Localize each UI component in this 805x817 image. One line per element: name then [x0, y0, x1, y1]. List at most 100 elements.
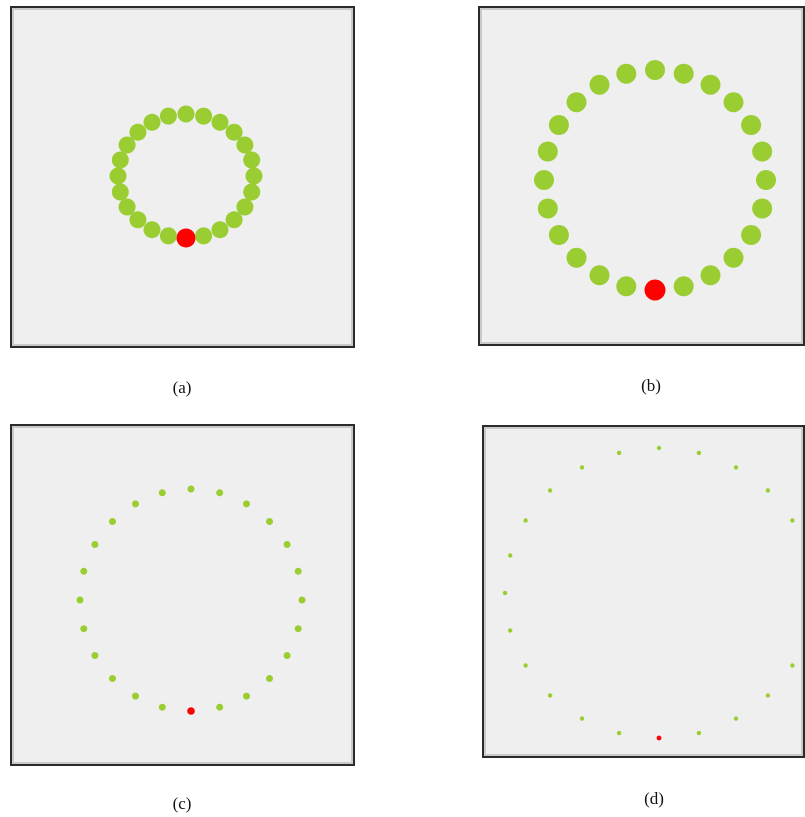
ring-dot — [616, 450, 622, 456]
panel-c-ring — [76, 485, 306, 715]
ring-dot — [187, 485, 195, 493]
ring-dot — [129, 211, 147, 229]
ring-dot — [177, 105, 195, 123]
ring-dot — [790, 663, 795, 668]
ring-dot — [696, 730, 702, 736]
ring-dot — [752, 141, 773, 162]
ring-dot — [548, 115, 569, 135]
panel-d-ring — [502, 445, 795, 741]
ring-dot — [109, 518, 116, 525]
ring-dot — [243, 151, 261, 169]
panel-a-caption: (a) — [172, 378, 192, 397]
ring-dot — [111, 183, 129, 201]
ring-dot — [547, 693, 553, 698]
ring-dot — [673, 276, 694, 297]
ring-dot — [752, 198, 773, 219]
ring-dot — [211, 221, 229, 239]
ring-dot — [756, 170, 776, 190]
panel-b-caption: (b) — [641, 376, 661, 395]
ring-dot — [118, 198, 136, 216]
ring-dot — [616, 276, 637, 297]
ring-dot — [700, 74, 721, 95]
highlighted-dot — [656, 735, 662, 741]
ring-dot — [91, 652, 99, 659]
ring-dot — [616, 730, 622, 736]
ring-dot — [294, 625, 302, 633]
panel-b-ring — [534, 60, 776, 301]
ring-dot — [723, 92, 744, 113]
ring-dot — [589, 74, 610, 95]
ring-dot — [132, 692, 139, 700]
panel-c-frame — [10, 424, 355, 766]
ring-dot — [76, 596, 84, 604]
ring-dot — [696, 450, 702, 456]
ring-dot — [547, 488, 553, 493]
ring-dot — [283, 541, 291, 548]
panel-d-frame — [482, 425, 805, 758]
ring-dot — [566, 247, 587, 268]
ring-dot — [211, 113, 229, 131]
ring-dot — [225, 123, 243, 141]
highlighted-dot — [187, 707, 195, 715]
ring-dot — [129, 123, 147, 141]
ring-dot — [236, 198, 254, 216]
ring-dot — [673, 63, 694, 84]
ring-dot — [80, 625, 88, 633]
ring-dot — [733, 465, 739, 470]
ring-dot — [225, 211, 243, 229]
ring-dot — [294, 567, 302, 575]
ring-dot — [523, 663, 528, 668]
ring-dot — [566, 92, 587, 113]
ring-dot — [143, 113, 161, 131]
ring-dot — [109, 167, 127, 185]
ring-dot — [80, 567, 88, 575]
ring-dot — [523, 518, 528, 523]
ring-dot — [723, 247, 744, 268]
ring-dot — [91, 541, 99, 548]
panel-a-ring — [109, 105, 263, 248]
ring-dot — [579, 716, 585, 721]
ring-dot — [158, 489, 166, 497]
ring-dot — [195, 227, 213, 245]
ring-dot — [508, 628, 513, 633]
ring-dot — [733, 716, 739, 721]
ring-dot — [243, 500, 250, 508]
ring-dot — [548, 225, 569, 245]
panel-b-frame — [478, 6, 805, 346]
ring-dot — [195, 107, 213, 125]
ring-dot — [537, 141, 558, 162]
ring-dot — [118, 136, 136, 154]
highlighted-dot — [176, 228, 196, 248]
ring-dot — [298, 596, 306, 604]
ring-dot — [589, 265, 610, 286]
ring-dot — [245, 167, 263, 185]
ring-dot — [243, 183, 261, 201]
ring-dot — [700, 265, 721, 286]
ring-dot — [537, 198, 558, 219]
panel-a-frame — [10, 6, 355, 348]
ring-dot — [502, 590, 508, 596]
ring-dot — [765, 488, 771, 493]
ring-dot — [579, 465, 585, 470]
panel-d-caption: (d) — [644, 789, 664, 808]
ring-dot — [765, 693, 771, 698]
ring-dot — [236, 136, 254, 154]
ring-dot — [143, 221, 161, 239]
ring-dot — [266, 675, 273, 682]
ring-dot — [790, 518, 795, 523]
ring-dot — [109, 675, 116, 682]
ring-dot — [159, 227, 177, 245]
ring-dot — [283, 652, 291, 659]
ring-dot — [656, 445, 662, 451]
ring-dot — [645, 60, 665, 80]
ring-dot — [508, 553, 513, 558]
ring-dot — [158, 703, 166, 711]
ring-dot — [132, 500, 139, 508]
highlighted-dot — [644, 279, 666, 301]
ring-dot — [741, 225, 762, 245]
ring-dot — [243, 692, 250, 700]
ring-dot — [111, 151, 129, 169]
ring-dot — [616, 63, 637, 84]
ring-dot — [741, 115, 762, 135]
ring-dot — [216, 703, 224, 711]
